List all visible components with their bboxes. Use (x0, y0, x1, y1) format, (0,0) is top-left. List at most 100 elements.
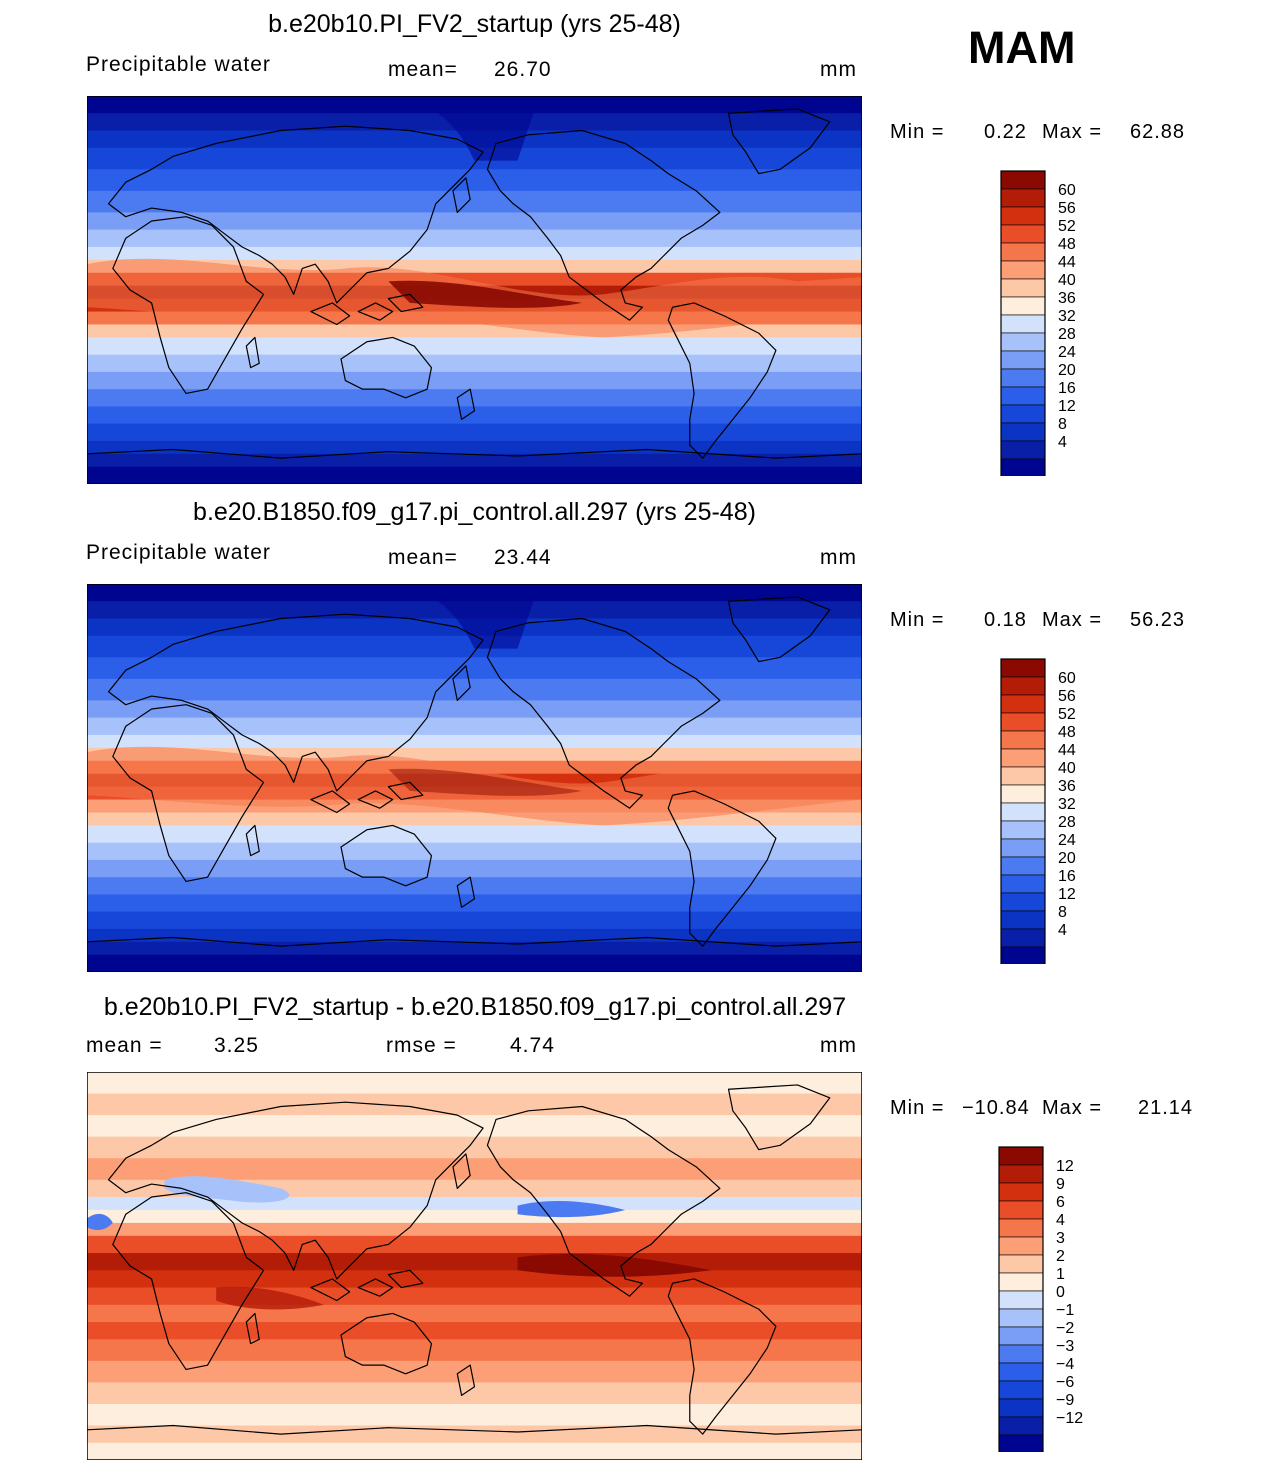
colorbar-tick-label: 24 (1058, 832, 1076, 849)
colorbar-tick-label: 12 (1058, 886, 1076, 903)
colorbar-swatch (1000, 278, 1046, 298)
colorbar-tick-label: 20 (1058, 362, 1076, 379)
contour-band (87, 717, 862, 736)
panel-3-units: mm (820, 1034, 857, 1057)
panel-2-variable-label: Precipitable water (86, 541, 271, 564)
colorbar-swatch (1000, 368, 1046, 388)
colorbar-swatch (1000, 730, 1046, 750)
colorbar-swatch (998, 1434, 1044, 1452)
colorbar-swatch (1000, 892, 1046, 912)
contour-band (87, 1253, 862, 1272)
panel-2-map (87, 584, 862, 972)
colorbar-swatch (1000, 928, 1046, 948)
colorbar-swatch (1000, 748, 1046, 768)
colorbar-tick-label: 9 (1056, 1176, 1065, 1193)
contour-band (87, 842, 862, 861)
coastline (358, 791, 392, 808)
contour-band (87, 1360, 862, 1384)
panel-3-max-value: 21.14 (1138, 1097, 1194, 1119)
coastline (87, 938, 862, 947)
coastline (388, 782, 422, 799)
colorbar-tick-label: 1 (1056, 1266, 1065, 1283)
panel-2-min-value: 0.18 (984, 609, 1027, 631)
colorbar-swatch (1000, 766, 1046, 786)
contour-band (87, 1209, 862, 1224)
coastline (87, 1426, 862, 1435)
contour-region (517, 1253, 712, 1277)
panel-3-min-label: Min = (890, 1097, 945, 1119)
colorbar-swatch (1000, 874, 1046, 894)
colorbar-swatch (1000, 386, 1046, 406)
contour-region (388, 280, 583, 308)
colorbar-tick-label: 8 (1058, 416, 1067, 433)
coastline (87, 450, 862, 459)
coastline (668, 1279, 776, 1434)
panel-2-max-label: Max = (1042, 609, 1103, 631)
colorbar-frame (998, 1146, 1044, 1452)
colorbar-tick-label: −9 (1056, 1392, 1074, 1409)
colorbar-tick-label: 36 (1058, 778, 1076, 795)
colorbar-tick-label: 4 (1056, 1212, 1065, 1229)
panel-1-min-value: 0.22 (984, 121, 1027, 143)
coastline (457, 389, 474, 419)
colorbar-swatch (1000, 910, 1046, 930)
panel-1-max-value: 62.88 (1130, 121, 1186, 143)
panel-1-map (87, 96, 862, 484)
contour-band (87, 1403, 862, 1427)
contour-band (87, 1425, 862, 1444)
contour-band (87, 700, 862, 719)
colorbar-swatch (1000, 676, 1046, 696)
colorbar-swatch (998, 1272, 1044, 1292)
panel-2-min-label: Min = (890, 609, 945, 631)
contour-band (87, 1442, 862, 1460)
coastline (453, 178, 470, 212)
colorbar-swatch (998, 1290, 1044, 1310)
panel-3-min-value: −10.84 (962, 1097, 1030, 1119)
panel-2-mean-value: 23.44 (494, 546, 552, 569)
coastline (113, 1193, 264, 1370)
colorbar-tick-label: 3 (1056, 1230, 1065, 1247)
colorbar-tick-label: 32 (1058, 308, 1076, 325)
coastline (358, 1279, 392, 1296)
contour-band (87, 1235, 862, 1255)
colorbar-swatch (1000, 188, 1046, 208)
panel-2-mean-label: mean= (388, 546, 458, 569)
coastline (246, 1313, 259, 1343)
colorbar-tick-label: 6 (1056, 1194, 1065, 1211)
contour-band (87, 246, 862, 261)
coastline (668, 791, 776, 946)
coastline (487, 618, 720, 808)
contour-band (87, 894, 862, 913)
colorbar-swatch (1000, 296, 1046, 316)
contour-band (87, 440, 862, 455)
colorbar-tick-label: 4 (1058, 434, 1067, 451)
colorbar-swatch (1000, 332, 1046, 352)
colorbar-tick-label: 48 (1058, 724, 1076, 741)
contour-band (87, 877, 862, 896)
contour-band (87, 1222, 862, 1237)
colorbar-swatch (998, 1164, 1044, 1184)
panel-3-rmse-label: rmse = (386, 1034, 457, 1057)
contour-band (87, 954, 862, 972)
coastline (311, 791, 350, 813)
coastline (457, 1365, 474, 1395)
contour-band (87, 389, 862, 408)
contour-band (87, 1197, 862, 1212)
colorbar-tick-label: 52 (1058, 706, 1076, 723)
panel-3-mean-label: mean = (86, 1034, 163, 1057)
coastline (341, 825, 431, 885)
colorbar-tick-label: 36 (1058, 290, 1076, 307)
colorbar-swatch (1000, 946, 1046, 964)
contour-band (87, 1339, 862, 1362)
coastline (341, 1313, 431, 1373)
panel-2-units: mm (820, 546, 857, 569)
contour-band (87, 1136, 862, 1160)
panel-1-mean-label: mean= (388, 58, 458, 81)
colorbar-tick-label: −1 (1056, 1302, 1074, 1319)
colorbar-tick-label: 56 (1058, 200, 1076, 217)
coastline (457, 877, 474, 907)
colorbar-swatch (998, 1416, 1044, 1436)
panel-1-title: b.e20b10.PI_FV2_startup (yrs 25-48) (268, 10, 681, 38)
